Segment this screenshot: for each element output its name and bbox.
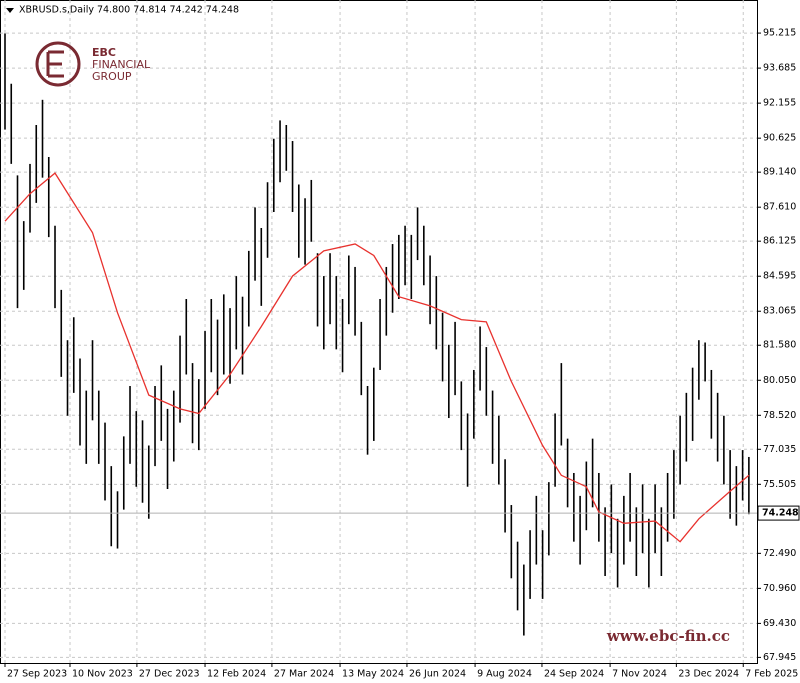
y-tick-label: 92.155 bbox=[763, 98, 796, 109]
plot-frame bbox=[0, 0, 758, 664]
moving-average bbox=[4, 172, 750, 543]
x-tick-label: 7 Feb 2025 bbox=[745, 669, 798, 680]
y-tick-label: 78.520 bbox=[763, 410, 796, 421]
watermark: www.ebc-fin.cc bbox=[606, 627, 730, 645]
x-tick-label: 9 Aug 2024 bbox=[477, 669, 532, 680]
y-tick-label: 93.685 bbox=[763, 63, 796, 74]
y-tick-label: 70.960 bbox=[763, 583, 796, 594]
bars bbox=[4, 33, 750, 636]
y-tick-label: 89.140 bbox=[763, 167, 796, 178]
x-tick-label: 26 Jun 2024 bbox=[409, 669, 466, 680]
x-tick-label: 12 Feb 2024 bbox=[207, 669, 266, 680]
y-tick-label: 87.610 bbox=[763, 202, 796, 213]
x-tick-label: 13 May 2024 bbox=[342, 669, 404, 680]
y-tick-label: 81.580 bbox=[763, 340, 796, 351]
y-tick-label: 69.430 bbox=[763, 618, 796, 629]
y-tick-label: 72.490 bbox=[763, 548, 796, 559]
x-tick-label: 24 Sep 2024 bbox=[544, 669, 604, 680]
x-tick-label: 23 Dec 2024 bbox=[678, 669, 739, 680]
chart-title: XBRUSD.s,Daily 74.800 74.814 74.242 74.2… bbox=[19, 5, 239, 16]
x-tick-label: 27 Dec 2023 bbox=[139, 669, 200, 680]
y-tick-label: 80.050 bbox=[763, 375, 796, 386]
y-tick-label: 75.505 bbox=[763, 479, 796, 490]
last-price-box bbox=[757, 505, 800, 521]
logo-line: FINANCIAL bbox=[92, 58, 151, 71]
x-tick-label: 27 Sep 2023 bbox=[7, 669, 67, 680]
y-tick-label: 84.595 bbox=[763, 271, 796, 282]
logo-ring bbox=[35, 41, 81, 87]
y-tick-label: 86.125 bbox=[763, 236, 796, 247]
logo-mark bbox=[46, 50, 64, 78]
y-tick-label: 67.945 bbox=[763, 652, 796, 663]
menu-arrow bbox=[6, 8, 14, 13]
x-tick-label: 27 Mar 2024 bbox=[274, 669, 334, 680]
logo-line: GROUP bbox=[92, 70, 132, 83]
y-tick-label: 95.215 bbox=[763, 28, 796, 39]
x-tick-label: 10 Nov 2023 bbox=[72, 669, 133, 680]
x-tick-label: 7 Nov 2024 bbox=[612, 669, 667, 680]
logo-name: EBC bbox=[92, 46, 116, 59]
last-price-label: 74.248 bbox=[762, 508, 799, 519]
y-tick-label: 90.625 bbox=[763, 133, 796, 144]
y-tick-label: 83.065 bbox=[763, 306, 796, 317]
logo: EBC FINANCIAL GROUP bbox=[35, 41, 151, 87]
y-tick-label: 77.035 bbox=[763, 444, 796, 455]
